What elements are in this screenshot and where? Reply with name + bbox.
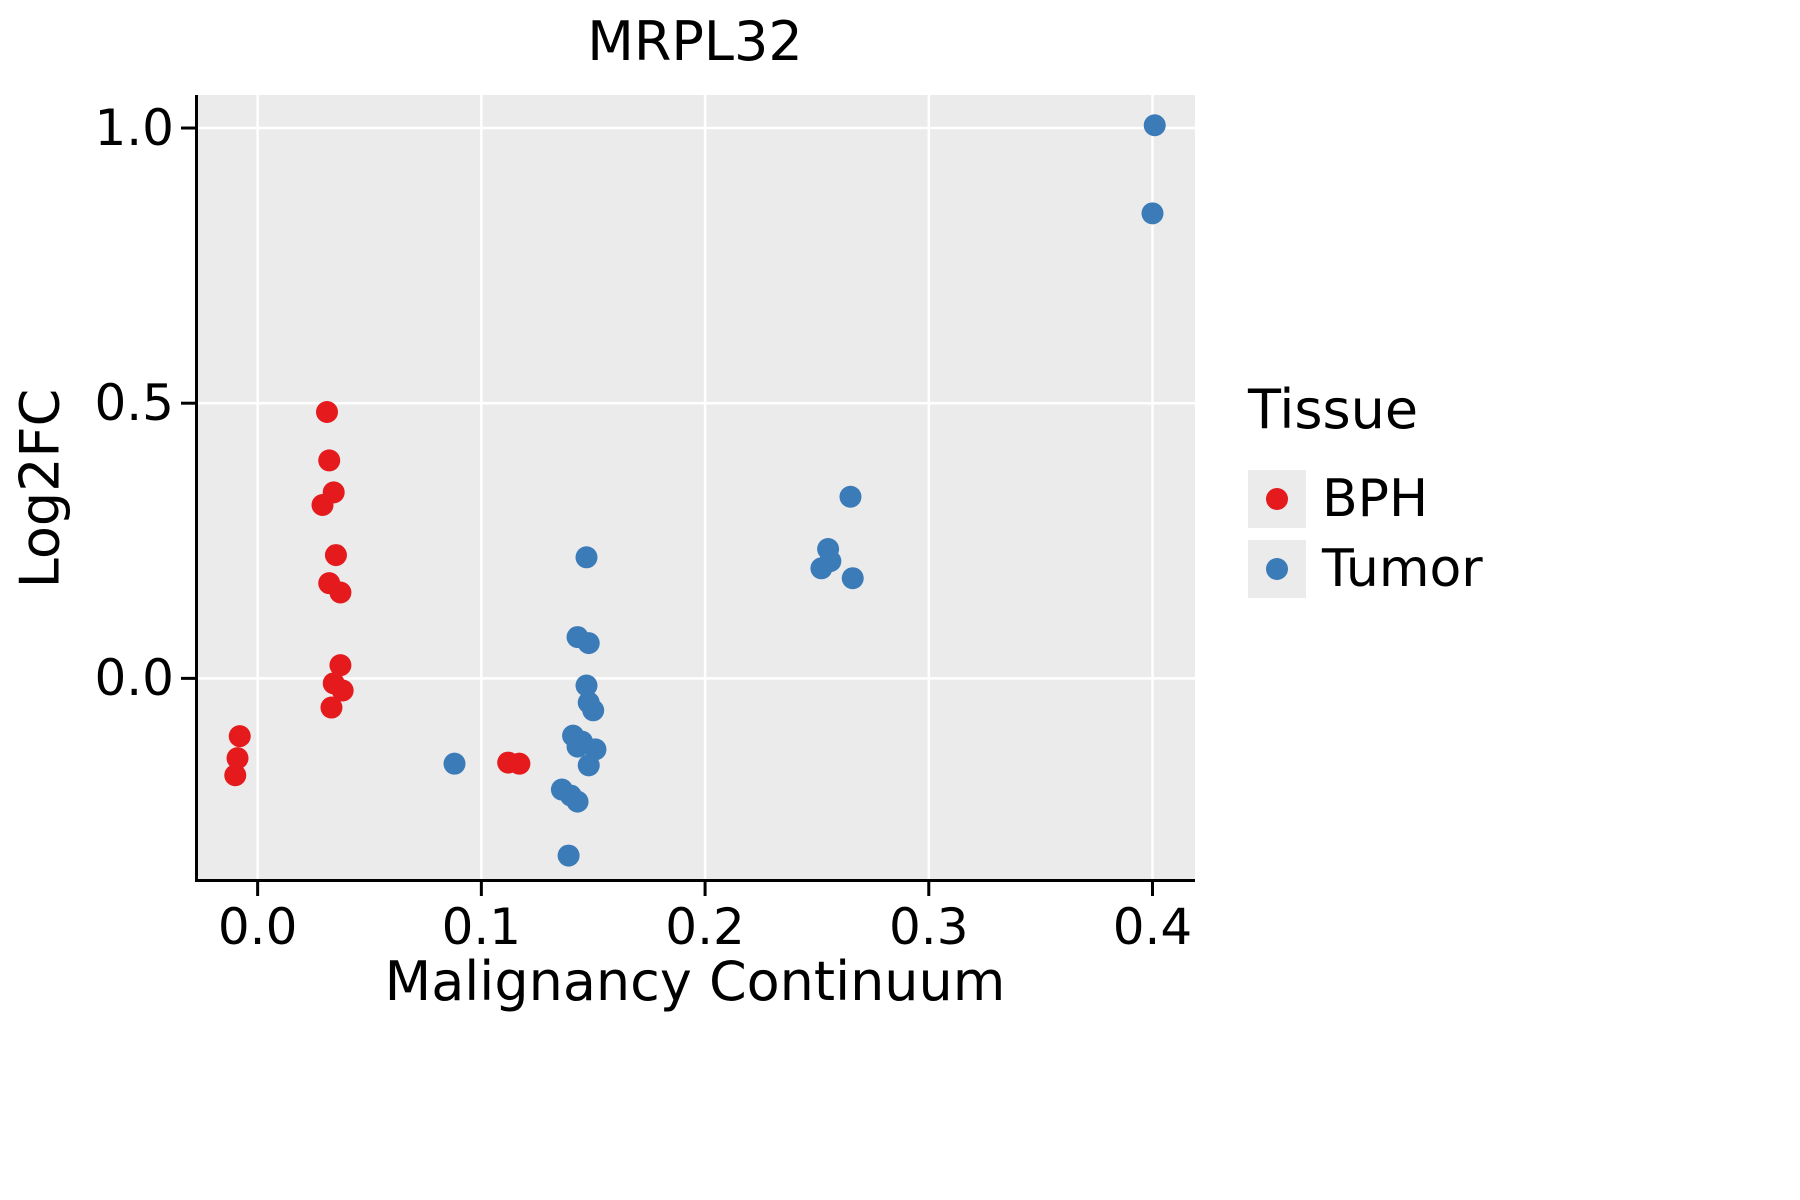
y-tick-label: 0.5 bbox=[94, 374, 174, 433]
x-tick-label: 0.1 bbox=[441, 898, 522, 956]
x-axis-label: Malignancy Continuum bbox=[384, 950, 1006, 1013]
data-point-tumor bbox=[566, 735, 589, 758]
legend-key bbox=[1248, 540, 1306, 598]
data-point-tumor bbox=[443, 752, 466, 775]
y-tick-label: 1.0 bbox=[94, 99, 174, 158]
data-point-tumor bbox=[577, 754, 600, 777]
data-point-bph bbox=[315, 401, 338, 424]
data-point-tumor bbox=[841, 567, 864, 590]
chart-title: MRPL32 bbox=[587, 10, 803, 73]
data-point-bph bbox=[226, 747, 249, 770]
legend-title: Tissue bbox=[1248, 378, 1419, 441]
data-point-tumor bbox=[839, 485, 862, 508]
data-point-bph bbox=[329, 581, 352, 604]
x-tick-label: 0.4 bbox=[1112, 898, 1193, 956]
data-point-bph bbox=[224, 764, 247, 787]
data-point-tumor bbox=[575, 674, 598, 697]
legend-item-label: Tumor bbox=[1322, 539, 1483, 599]
data-point-bph bbox=[329, 654, 352, 677]
data-point-tumor bbox=[575, 546, 598, 569]
y-tick-label: 0.0 bbox=[94, 649, 174, 708]
legend-item-bph: BPH bbox=[1248, 469, 1588, 529]
data-point-bph bbox=[311, 494, 334, 517]
legend-item-label: BPH bbox=[1322, 469, 1429, 529]
data-point-tumor bbox=[1143, 114, 1166, 137]
x-tick-label: 0.3 bbox=[889, 898, 969, 956]
data-point-bph bbox=[508, 752, 531, 775]
data-point-tumor bbox=[557, 844, 580, 867]
data-point-tumor bbox=[582, 699, 605, 722]
data-point-bph bbox=[320, 696, 343, 719]
plot-panel bbox=[181, 95, 1195, 896]
data-point-tumor bbox=[566, 790, 589, 813]
x-tick-label: 0.0 bbox=[217, 898, 298, 956]
data-point-bph bbox=[324, 544, 347, 567]
y-axis-label-wrap: Log2FC bbox=[0, 95, 80, 882]
data-point-tumor bbox=[810, 557, 833, 580]
x-tick-label: 0.2 bbox=[665, 898, 745, 956]
scatter-plot bbox=[181, 95, 1195, 896]
bph-dot-icon bbox=[1266, 488, 1288, 510]
y-axis-label: Log2FC bbox=[8, 388, 72, 589]
legend-key bbox=[1248, 470, 1306, 528]
data-point-tumor bbox=[1141, 202, 1164, 225]
data-point-bph bbox=[331, 679, 354, 702]
legend-item-tumor: Tumor bbox=[1248, 539, 1588, 599]
data-point-bph bbox=[228, 725, 251, 748]
legend: Tissue BPH Tumor bbox=[1248, 378, 1588, 609]
tumor-dot-icon bbox=[1266, 558, 1288, 580]
data-point-tumor bbox=[577, 632, 600, 655]
data-point-bph bbox=[318, 449, 341, 472]
